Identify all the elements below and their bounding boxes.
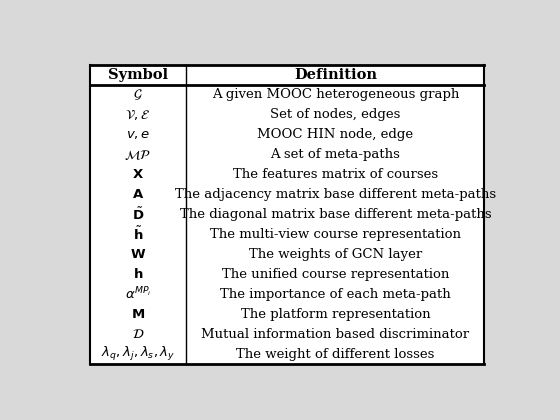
Text: Set of nodes, edges: Set of nodes, edges: [270, 108, 400, 121]
Text: The weights of GCN layer: The weights of GCN layer: [249, 248, 422, 261]
Text: A given MOOC heterogeneous graph: A given MOOC heterogeneous graph: [212, 88, 459, 101]
Text: $\mathcal{D}$: $\mathcal{D}$: [132, 328, 144, 341]
Text: The multi-view course representation: The multi-view course representation: [210, 228, 461, 241]
Text: Definition: Definition: [294, 68, 377, 82]
Text: The features matrix of courses: The features matrix of courses: [233, 168, 438, 181]
Text: The weight of different losses: The weight of different losses: [236, 348, 435, 361]
Text: The platform representation: The platform representation: [241, 308, 430, 321]
Text: $\mathbf{A}$: $\mathbf{A}$: [132, 188, 144, 201]
Text: Mutual information based discriminator: Mutual information based discriminator: [201, 328, 469, 341]
Text: The adjacency matrix base different meta-paths: The adjacency matrix base different meta…: [175, 188, 496, 201]
Text: $\mathbf{h}$: $\mathbf{h}$: [133, 268, 143, 281]
Text: Symbol: Symbol: [108, 68, 168, 82]
Text: $\alpha^{MP_i}$: $\alpha^{MP_i}$: [124, 286, 151, 302]
Text: The unified course representation: The unified course representation: [222, 268, 449, 281]
Text: $\tilde{\mathbf{h}}$: $\tilde{\mathbf{h}}$: [133, 226, 143, 243]
Text: $\lambda_q, \lambda_j, \lambda_s, \lambda_y$: $\lambda_q, \lambda_j, \lambda_s, \lambd…: [101, 345, 175, 363]
Text: $\mathcal{G}$: $\mathcal{G}$: [133, 88, 143, 102]
Text: MOOC HIN node, edge: MOOC HIN node, edge: [257, 128, 413, 141]
Text: $v, e$: $v, e$: [126, 128, 150, 141]
Text: $\mathcal{MP}$: $\mathcal{MP}$: [124, 148, 151, 162]
Text: A set of meta-paths: A set of meta-paths: [270, 148, 400, 161]
Text: $\mathbf{W}$: $\mathbf{W}$: [130, 248, 146, 261]
Text: $\mathbf{M}$: $\mathbf{M}$: [131, 308, 145, 321]
Text: $\mathcal{V}, \mathcal{E}$: $\mathcal{V}, \mathcal{E}$: [125, 108, 151, 122]
Text: $\tilde{\mathbf{D}}$: $\tilde{\mathbf{D}}$: [132, 206, 144, 223]
Text: $\mathbf{X}$: $\mathbf{X}$: [132, 168, 144, 181]
Text: The importance of each meta-path: The importance of each meta-path: [220, 288, 451, 301]
Text: The diagonal matrix base different meta-paths: The diagonal matrix base different meta-…: [180, 208, 491, 221]
